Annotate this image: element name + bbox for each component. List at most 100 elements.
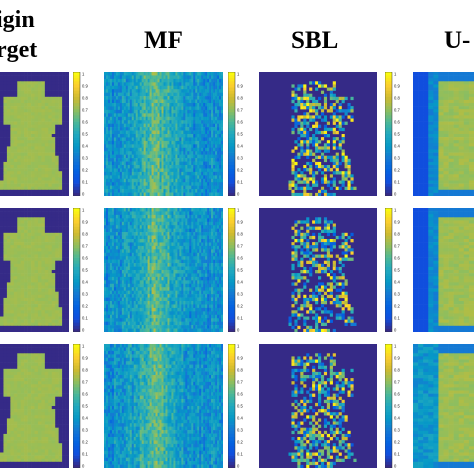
origin-cell [62, 146, 66, 150]
unet-cell [428, 177, 434, 181]
mf-cell [119, 208, 123, 212]
mf-cell [123, 175, 127, 180]
unet-cell [438, 174, 444, 178]
origin-cell [6, 112, 11, 116]
mf-cell [185, 75, 188, 80]
origin-cell [6, 307, 11, 311]
mf-cell [159, 182, 162, 186]
origin-cell [13, 96, 18, 101]
origin-cell [0, 72, 4, 76]
sbl-cell [309, 152, 313, 156]
unet-cell [413, 87, 419, 91]
mf-cell [171, 171, 174, 176]
origin-cell [17, 84, 21, 88]
mf-cell [109, 211, 113, 216]
mf-cell [173, 178, 176, 183]
mf-cell [119, 72, 123, 76]
origin-cell [6, 143, 11, 147]
mf-cell [109, 165, 113, 169]
unet-cell [453, 168, 460, 172]
mf-cell [181, 208, 184, 212]
mf-cell [119, 123, 123, 128]
mf-cell [115, 182, 119, 186]
origin-cell [27, 93, 32, 98]
mf-cell [187, 185, 190, 190]
origin-cell [58, 168, 63, 172]
colorbar-segment [228, 106, 235, 110]
mf-cell [213, 165, 216, 169]
sbl-cell [332, 140, 336, 144]
mf-cell [177, 82, 180, 87]
origin-cell [0, 186, 4, 191]
origin-cell [62, 118, 66, 122]
mf-cell [107, 165, 111, 169]
mf-cell [219, 161, 222, 166]
origin-cell [13, 220, 18, 224]
mf-cell [191, 140, 194, 145]
origin-cell [27, 155, 32, 160]
origin-cell [34, 134, 39, 138]
mf-cell [151, 161, 154, 166]
mf-cell [215, 151, 218, 155]
origin-cell [34, 288, 39, 292]
origin-cell [10, 328, 15, 332]
origin-cell [34, 304, 39, 308]
sbl-cell [309, 186, 313, 190]
origin-cell [3, 87, 8, 91]
mf-cell [107, 192, 111, 196]
mf-cell [213, 72, 216, 76]
sbl-cell [323, 115, 328, 119]
origin-cell [51, 291, 56, 296]
origin-cell [0, 285, 4, 289]
unet-cell [438, 171, 444, 175]
unet-cell [438, 177, 444, 181]
mf-cell [215, 211, 218, 216]
mf-cell [111, 92, 115, 97]
origin-cell [37, 328, 42, 332]
origin-cell [6, 260, 11, 265]
mf-cell [111, 106, 115, 111]
mf-cell [161, 182, 164, 186]
mf-cell [189, 208, 192, 212]
origin-cell [55, 84, 59, 88]
unet-cell [423, 143, 429, 147]
origin-cell [65, 239, 69, 243]
mf-cell [131, 171, 135, 176]
mf-cell [113, 171, 117, 176]
origin-cell [0, 161, 4, 166]
mf-cell [215, 113, 218, 118]
origin-cell [27, 186, 32, 191]
mf-cell [219, 192, 222, 196]
mf-cell [129, 178, 133, 183]
origin-cell [44, 328, 49, 332]
origin-cell [20, 214, 25, 218]
mf-cell [123, 78, 127, 83]
origin-cell [6, 93, 11, 98]
origin-cell [0, 140, 4, 144]
unet-cell [463, 161, 470, 166]
mf-cell [217, 208, 220, 212]
unet-cell [428, 93, 434, 98]
origin-cell [10, 313, 15, 317]
origin-cell [3, 140, 8, 144]
origin-cell [65, 130, 69, 135]
sbl-cell [303, 134, 307, 138]
unet-cell [458, 72, 465, 76]
mf-cell [145, 99, 148, 104]
sbl-cell [306, 134, 310, 138]
mf-cell [105, 171, 109, 176]
colorbar-col1-row1: 1 0.9 0.8 0.7 0.6 0.5 0.4 0.3 0.2 0.1 0 [73, 72, 95, 196]
origin-cell [13, 127, 18, 132]
mf-cell [215, 75, 218, 80]
origin-cell [41, 325, 46, 330]
mf-cell [155, 127, 158, 131]
origin-cell [48, 78, 53, 82]
unet-cell [433, 155, 439, 160]
colorbar-tick-label: 0.4 [394, 144, 400, 149]
origin-cell [17, 294, 21, 299]
mf-cell [113, 109, 117, 114]
mf-cell [205, 75, 208, 80]
origin-cell [58, 316, 63, 320]
mf-cell [211, 78, 214, 83]
origin-cell [58, 192, 63, 196]
